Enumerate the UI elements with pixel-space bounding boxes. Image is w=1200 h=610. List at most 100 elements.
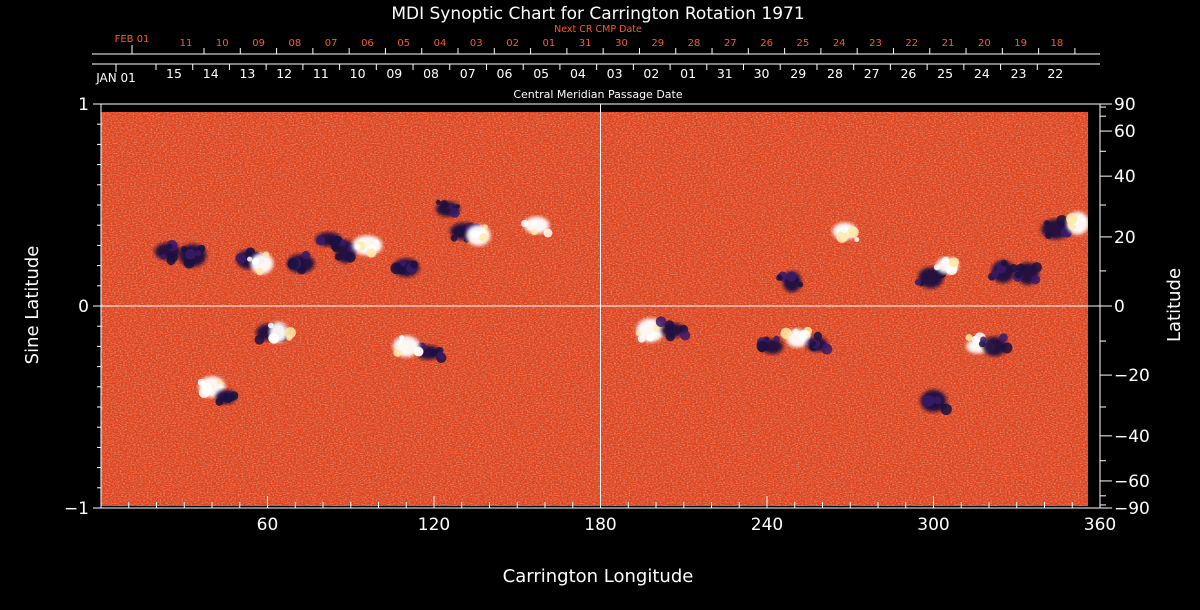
cmp-date-label: 11 [313,66,329,81]
active-region-speckle [450,208,460,218]
active-region-speckle [922,274,928,280]
cmp-date-label: 23 [1011,66,1027,81]
next-cr-date-label: 25 [797,38,810,49]
active-region-speckle [429,348,438,357]
x-tick-label: 60 [257,515,279,535]
active-region-speckle [216,379,222,385]
cmp-date-label: 07 [460,66,476,81]
y-left-tick-label: 1 [78,95,89,115]
active-region-speckle [1066,213,1078,225]
cmp-date-label: 06 [497,66,513,81]
cmp-date-label: 02 [643,66,659,81]
active-region-speckle [635,330,641,336]
active-region-speckle [756,340,768,352]
active-region-speckle [786,271,797,283]
active-region-speckle [223,392,234,403]
active-region-speckle [1044,220,1050,226]
active-region-speckle [980,336,987,344]
next-cr-date-label: 31 [579,38,592,49]
next-cr-axis-first-label: FEB 01 [115,34,150,45]
active-region-speckle [1000,259,1008,267]
next-cr-date-label: 27 [724,38,737,49]
cmp-date-label: 24 [974,66,990,81]
active-region-speckle [655,316,667,328]
next-cr-date-label: 30 [615,38,628,49]
next-cr-date-label: 07 [325,38,338,49]
active-regions [154,199,1088,416]
active-region-speckle [1014,271,1022,279]
active-region-speckle [399,259,407,267]
active-region-negative [982,336,1007,357]
active-region-speckle [195,249,202,257]
active-region-speckle [1001,342,1013,354]
active-region-speckle [840,225,849,233]
active-region-speckle [965,333,973,342]
active-region-speckle [836,231,849,243]
active-region-speckle [254,334,265,345]
cmp-date-label: 25 [937,66,953,81]
active-region-speckle [435,199,441,205]
active-region-speckle [776,274,783,281]
active-region-speckle [914,279,922,286]
next-cr-date-label: 02 [506,38,519,49]
active-region-speckle [1056,215,1068,227]
cmp-date-label: 29 [790,66,806,81]
active-region-speckle [354,243,361,250]
active-region-speckle [166,243,173,250]
active-region-speckle [810,341,816,347]
active-region-speckle [263,251,270,258]
next-cr-date-label: 24 [833,38,846,49]
next-cr-date-label: 09 [252,38,265,49]
active-region-speckle [482,224,488,230]
active-region-speckle [440,200,448,208]
y-right-tick-label: 0 [1114,297,1125,317]
cmp-date-label: 15 [166,66,182,81]
next-cr-date-label: 08 [288,38,301,49]
active-region-speckle [183,257,195,269]
y-right-tick-label: −40 [1114,427,1150,447]
active-region-speckle [637,335,646,343]
active-region-speckle [448,204,454,210]
active-region-speckle [287,258,299,270]
active-region-speckle [933,264,940,271]
active-region-speckle [922,394,935,407]
active-region-speckle [301,250,311,260]
active-region-speckle [374,239,379,244]
active-region-speckle [330,243,339,251]
active-region-speckle [665,332,676,342]
next-cr-axis-title: Next CR CMP Date [554,24,642,35]
active-region-speckle [999,333,1008,343]
active-region-speckle [480,228,486,234]
active-region-speckle [436,351,445,360]
x-axis-label: Carrington Longitude [503,566,694,587]
active-region-speckle [470,230,479,238]
active-region-speckle [398,339,403,345]
cmp-date-label: 14 [203,66,219,81]
active-region-speckle [1016,263,1026,273]
active-region-speckle [256,267,264,276]
x-tick-label: 180 [584,515,616,535]
active-region-speckle [797,281,804,288]
cmp-date-label: 03 [607,66,623,81]
cmp-date-label: 13 [239,66,255,81]
active-region-speckle [180,246,188,253]
magnetogram-field [101,112,1088,506]
y-right-tick-label: 90 [1114,95,1136,115]
next-cr-date-label: 29 [651,38,664,49]
active-region-speckle [268,333,280,344]
next-cr-date-label: 23 [869,38,882,49]
active-region-speckle [410,260,418,269]
active-region-speckle [1031,262,1042,273]
active-region-speckle [413,346,424,357]
active-region-speckle [366,248,377,258]
active-region-speckle [971,335,979,343]
active-region-speckle [160,253,167,260]
next-cr-date-label: 20 [978,38,991,49]
active-region-speckle [345,252,356,263]
active-region-speckle [450,234,458,242]
active-region-speckle [215,397,224,406]
y-right-tick-label: 40 [1114,167,1136,187]
active-region-speckle [680,330,691,341]
next-cr-date-label: 26 [760,38,773,49]
cmp-date-label: 22 [1047,66,1063,81]
